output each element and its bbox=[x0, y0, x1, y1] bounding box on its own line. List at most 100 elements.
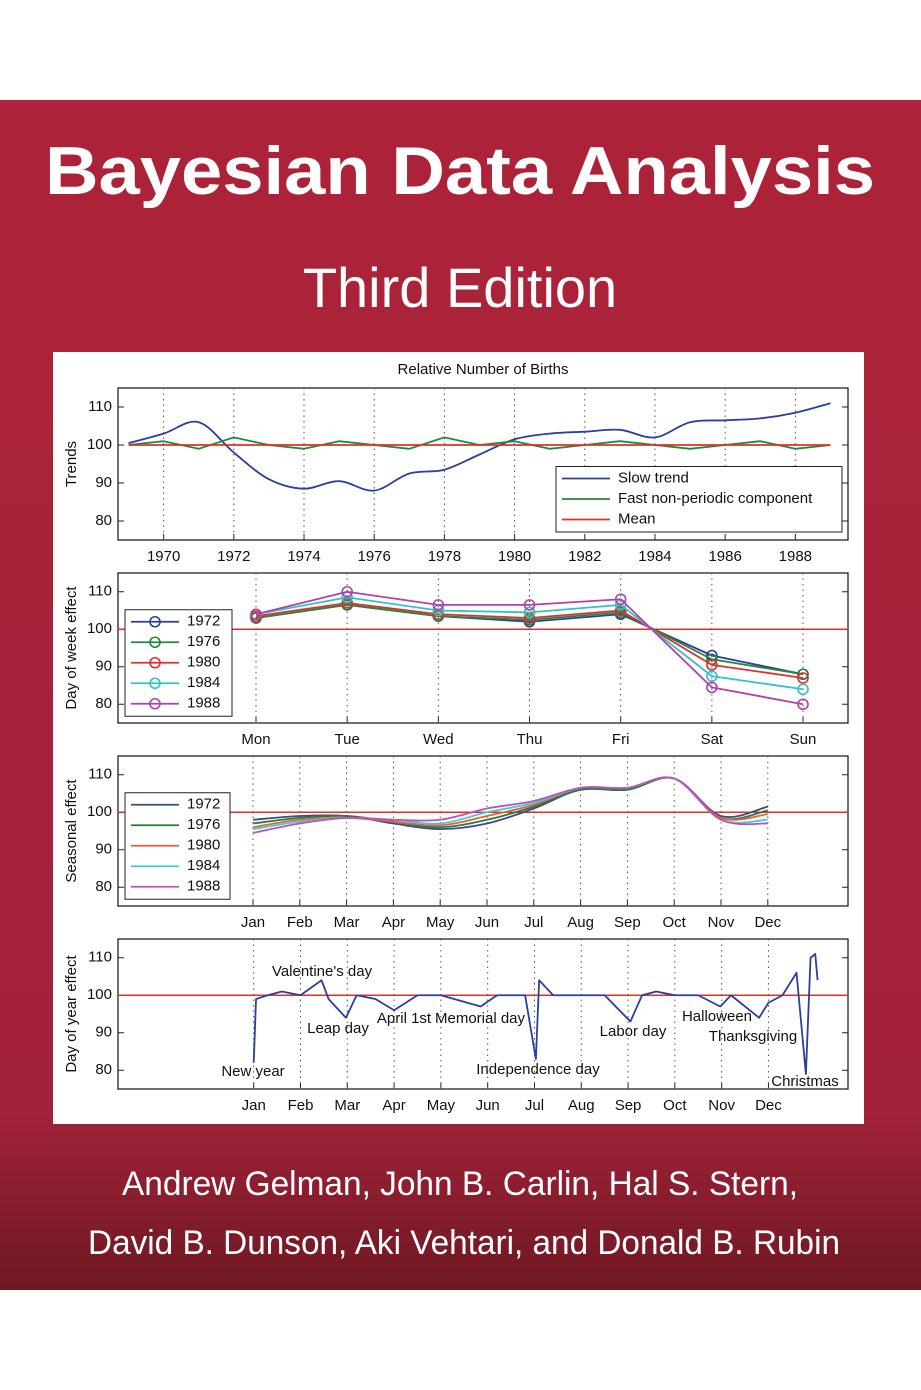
legend-marker bbox=[149, 615, 161, 628]
legend-marker bbox=[149, 656, 161, 669]
y-tick-label: 100 bbox=[87, 436, 112, 453]
x-tick-label: Jan bbox=[241, 914, 265, 931]
point-marker bbox=[797, 683, 809, 696]
x-tick-label: Jun bbox=[475, 914, 499, 931]
x-tick-label: Mar bbox=[334, 914, 360, 931]
legend-label: Mean bbox=[618, 510, 656, 527]
x-tick-label: 1988 bbox=[779, 548, 812, 565]
y-tick-label: 80 bbox=[95, 1061, 112, 1078]
y-tick-label: 80 bbox=[95, 695, 112, 712]
x-tick-label: Jun bbox=[476, 1097, 500, 1114]
plot-frame bbox=[117, 938, 849, 1090]
legend-label: 1984 bbox=[187, 674, 220, 691]
legend-label: 1980 bbox=[187, 654, 220, 671]
y-tick-label: 100 bbox=[87, 803, 112, 820]
legend-marker bbox=[149, 697, 161, 710]
annotation: Memorial day bbox=[435, 1010, 526, 1027]
legend-label: 1988 bbox=[187, 878, 220, 895]
x-tick-label: 1972 bbox=[217, 548, 250, 565]
x-tick-label: 1970 bbox=[147, 548, 180, 565]
series-line bbox=[128, 402, 831, 492]
y-tick-label: 100 bbox=[87, 986, 112, 1003]
x-tick-label: 1986 bbox=[708, 548, 741, 565]
chart-title: Relative Number of Births bbox=[398, 361, 569, 378]
x-tick-label: Apr bbox=[382, 1097, 405, 1114]
y-tick-label: 100 bbox=[87, 620, 112, 637]
annotation: Leap day bbox=[307, 1020, 369, 1037]
y-tick-label: 90 bbox=[95, 1024, 112, 1041]
legend-label: 1984 bbox=[187, 857, 220, 874]
y-tick-label: 110 bbox=[88, 949, 112, 966]
point-marker bbox=[341, 585, 353, 598]
point-marker bbox=[797, 672, 809, 684]
x-tick-label: Oct bbox=[663, 1097, 687, 1114]
x-tick-label: 1974 bbox=[287, 548, 320, 565]
legend-box bbox=[555, 466, 843, 533]
legend-label: 1988 bbox=[187, 695, 220, 712]
x-tick-label: Aug bbox=[568, 1097, 595, 1114]
series-line bbox=[252, 776, 768, 834]
x-tick-label: Nov bbox=[708, 1097, 735, 1114]
x-tick-label: Sep bbox=[615, 1097, 642, 1114]
point-marker bbox=[250, 608, 262, 621]
annotation: April 1st bbox=[377, 1010, 432, 1027]
x-tick-label: Jan bbox=[242, 1097, 266, 1114]
y-axis-label: Seasonal effect bbox=[63, 779, 80, 883]
x-tick-label: Dec bbox=[754, 914, 781, 931]
point-marker bbox=[797, 698, 809, 711]
legend-label: 1976 bbox=[187, 633, 220, 650]
point-marker bbox=[797, 668, 809, 681]
legend-marker bbox=[149, 677, 161, 690]
plot-frame bbox=[117, 755, 849, 907]
annotation: Labor day bbox=[600, 1023, 667, 1040]
y-tick-label: 80 bbox=[95, 512, 112, 529]
annotation: Valentine's day bbox=[272, 963, 373, 980]
x-tick-label: Mar bbox=[334, 1097, 360, 1114]
x-tick-label: Sat bbox=[701, 731, 724, 748]
legend-label: Fast non-periodic component bbox=[618, 490, 813, 507]
point-marker bbox=[706, 670, 718, 682]
y-axis-label: Day of year effect bbox=[63, 955, 80, 1073]
x-tick-label: 1984 bbox=[638, 548, 671, 565]
x-tick-label: Apr bbox=[382, 914, 405, 931]
y-axis-label: Day of week effect bbox=[63, 586, 80, 710]
legend-marker bbox=[149, 636, 161, 649]
annotation: Independence day bbox=[476, 1061, 600, 1078]
x-tick-label: Wed bbox=[423, 731, 454, 748]
y-tick-label: 90 bbox=[95, 658, 112, 675]
book-title: Bayesian Data Analysis bbox=[45, 133, 875, 209]
point-marker bbox=[706, 681, 718, 694]
series-line bbox=[252, 953, 819, 1075]
point-marker bbox=[523, 606, 536, 619]
annotation: Christmas bbox=[771, 1073, 839, 1090]
y-tick-label: 90 bbox=[95, 841, 112, 858]
legend-label: 1972 bbox=[187, 613, 220, 630]
x-tick-label: Feb bbox=[287, 914, 313, 931]
x-tick-label: Sun bbox=[790, 731, 817, 748]
legend-label: 1972 bbox=[187, 796, 220, 813]
annotation: Halloween bbox=[682, 1008, 752, 1025]
legend-label: 1980 bbox=[187, 837, 220, 854]
plot-frame bbox=[117, 572, 849, 724]
x-tick-label: Aug bbox=[567, 914, 594, 931]
authors-line: David B. Dunson, Aki Vehtari, and Donald… bbox=[88, 1224, 840, 1262]
x-tick-label: Tue bbox=[335, 731, 360, 748]
x-tick-label: Sep bbox=[614, 914, 641, 931]
point-marker bbox=[706, 659, 718, 671]
x-tick-label: 1982 bbox=[568, 548, 601, 565]
x-tick-label: Dec bbox=[755, 1097, 782, 1114]
y-tick-label: 80 bbox=[95, 878, 112, 895]
x-tick-label: May bbox=[426, 914, 455, 931]
annotation: New year bbox=[221, 1063, 284, 1080]
point-marker bbox=[614, 593, 627, 606]
x-tick-label: Feb bbox=[288, 1097, 314, 1114]
x-tick-label: Oct bbox=[663, 914, 687, 931]
x-tick-label: May bbox=[427, 1097, 456, 1114]
point-marker bbox=[523, 599, 536, 611]
x-tick-label: Mon bbox=[241, 731, 270, 748]
y-axis-label: Trends bbox=[63, 441, 80, 487]
legend-label: Slow trend bbox=[618, 469, 689, 486]
point-marker bbox=[432, 599, 445, 611]
x-tick-label: 1978 bbox=[428, 548, 461, 565]
